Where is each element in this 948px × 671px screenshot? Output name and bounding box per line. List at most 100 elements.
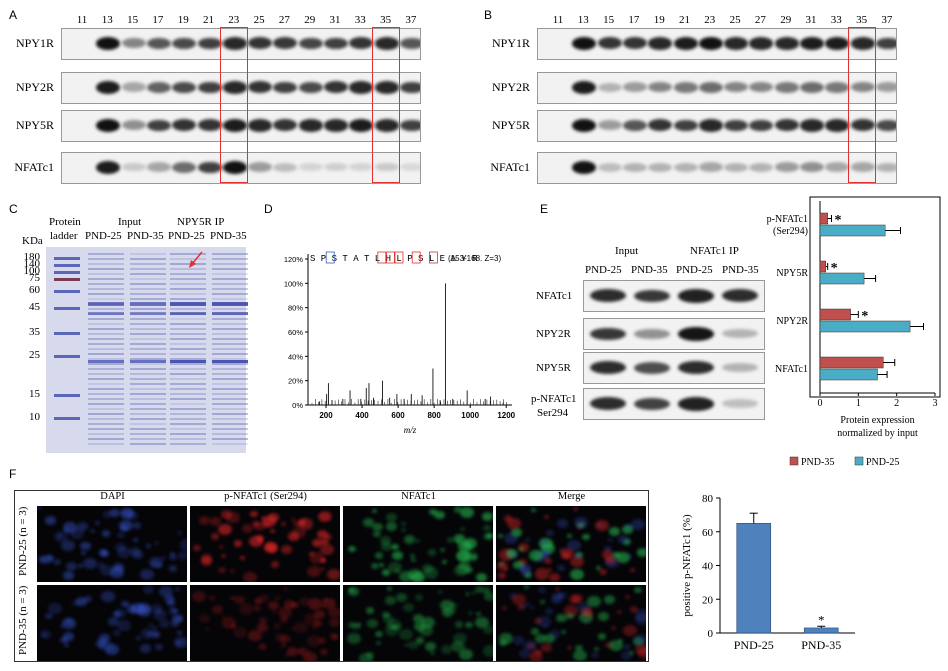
cell-signal [75,597,87,607]
cell-signal [464,567,473,574]
micrograph-1-0 [190,506,340,582]
gel-band-strong [212,302,248,306]
gel-band [88,373,124,375]
cell-signal [243,571,258,582]
cell-signal [439,600,454,612]
ip-header: NPY5R IP [177,216,225,228]
cell-signal [132,522,141,529]
b-lane-13: 13 [577,14,589,26]
cell-signal [458,560,470,570]
cell-signal [163,594,175,604]
cell-signal [330,632,339,640]
blot-band [850,82,875,93]
cell-signal [140,628,155,640]
c-sub-4: PND-35 [210,230,247,242]
cell-signal [292,526,307,539]
cell-signal [528,549,543,562]
cell-signal [229,596,235,601]
cell-signal [129,546,141,556]
gel-band-strong [212,360,248,363]
gel-band [170,353,206,355]
cell-signal [414,622,426,632]
a-lane-25: 25 [253,14,265,26]
a-lane-15: 15 [127,14,139,26]
cell-signal [219,544,225,549]
cell-signal [446,536,455,543]
gel-band [88,278,124,280]
blot-band [875,37,896,50]
cell-signal [404,534,416,544]
cell-signal [248,536,263,548]
cell-signal [268,601,280,610]
blot-band [678,361,714,375]
cell-signal [177,550,187,560]
gel-band [130,333,166,335]
cell-signal [100,550,109,557]
cell-signal [579,611,594,624]
blot-band [597,82,622,92]
cell-signal [391,551,403,560]
cell-signal [475,611,481,616]
blot-band [248,37,273,50]
cell-signal [440,645,452,655]
kda-label: KDa [22,235,43,247]
cell-signal [623,643,632,651]
cell-signal [149,557,164,569]
b-lane-31: 31 [805,14,817,26]
cell-signal [132,538,138,543]
cell-signal [155,643,164,651]
gel-band [130,423,166,425]
gel-band [88,408,124,410]
cell-signal [256,622,268,632]
blot-band [749,119,774,132]
blot-band [722,289,758,303]
legend-swatch-pnd-25 [854,456,864,466]
gel-band [88,328,124,330]
b-lane-23: 23 [704,14,716,26]
cell-signal [119,519,134,531]
cell-signal [635,609,646,621]
b-lane-27: 27 [754,14,766,26]
panel-label-c: C [9,202,18,216]
blot-band [698,162,723,172]
gel-band [170,333,206,335]
cell-signal [574,551,583,559]
cell-signal [382,611,391,619]
cell-signal [622,539,631,546]
e-sub-3: PND-25 [676,264,713,276]
cell-signal [556,519,568,529]
cell-signal [229,568,235,573]
cell-signal [617,638,623,643]
cell-signal [274,595,280,600]
cell-signal [200,557,212,566]
cell-signal [582,608,594,618]
cell-signal [63,527,69,532]
cell-signal [285,652,291,657]
blot-band [597,120,622,131]
bar-pnd-25 [736,523,772,634]
a-strip-npy5r [61,110,421,142]
blot-band [399,81,420,94]
cell-signal [230,624,236,629]
cell-signal [587,595,602,608]
cell-signal [280,544,292,554]
cell-signal [475,572,487,582]
cell-signal [53,530,68,542]
cell-signal [509,592,518,600]
cell-signal [520,564,531,574]
e-chart-xlabel-1: Protein expression [840,415,914,426]
e-sub-1: PND-25 [585,264,622,276]
cell-signal [281,642,287,647]
blot-band [749,82,774,93]
gel-band [88,388,124,390]
cell-signal [131,550,143,560]
gel-band [88,438,124,440]
cell-signal [175,641,181,645]
gel-band [170,378,206,380]
blot-band [698,81,723,93]
cell-signal [306,566,321,578]
cell-signal [638,647,646,659]
blot-band [172,81,197,94]
cell-signal [395,592,407,602]
gel-band [130,258,166,260]
